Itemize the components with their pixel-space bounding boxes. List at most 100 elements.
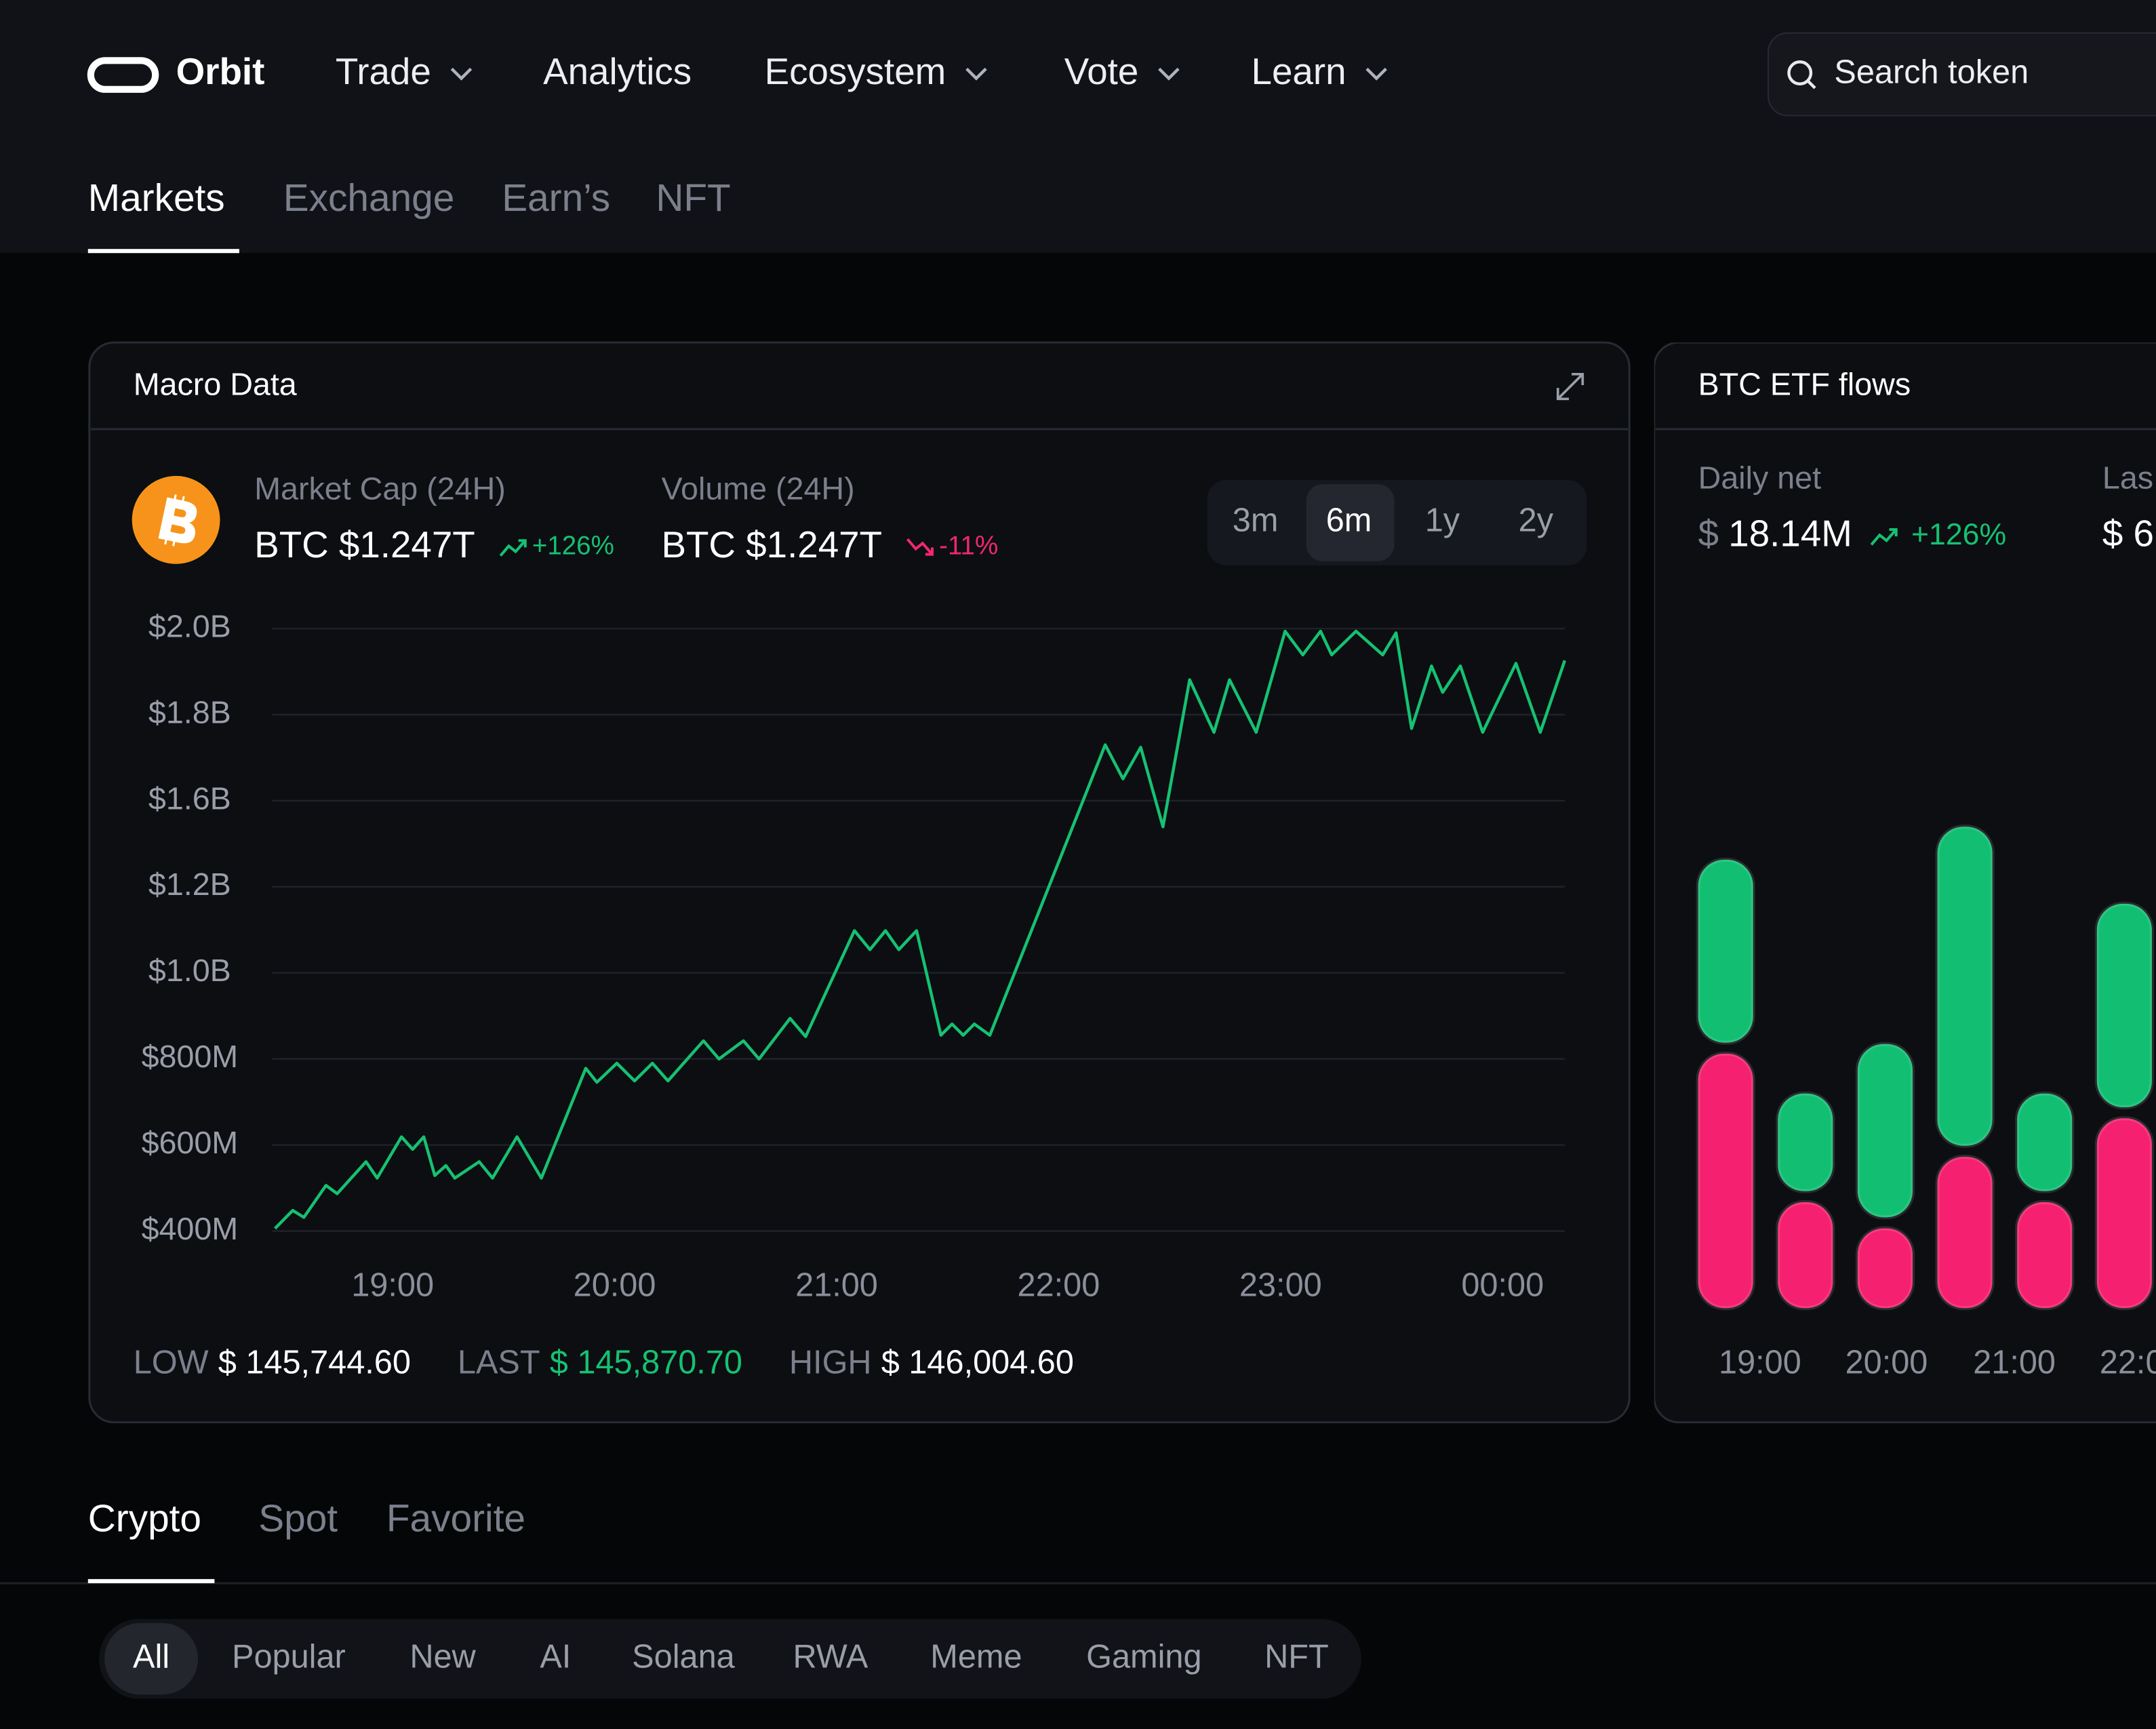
stat-currency: $ <box>1698 513 1719 555</box>
y-tick-label: $1.8B <box>148 694 231 730</box>
range-selector <box>1207 479 1587 565</box>
bar <box>2015 1199 2075 1311</box>
range-option[interactable]: 2y <box>1519 502 1554 539</box>
chevron-icon <box>450 67 473 81</box>
trend-up-icon <box>1870 528 1898 546</box>
filter-chip[interactable]: AI <box>540 1638 571 1675</box>
range-option[interactable]: 6m <box>1326 502 1372 539</box>
line-series <box>274 629 1567 1230</box>
stat-value: 18.14M <box>1728 513 1852 555</box>
bar <box>1776 1199 1835 1311</box>
tab[interactable]: Markets <box>88 177 225 220</box>
x-tick-label: 22:00 <box>2100 1344 2156 1380</box>
x-tick-label: 21:00 <box>1973 1344 2056 1380</box>
x-tick-label: 20:00 <box>1845 1344 1928 1380</box>
filter-chip[interactable]: New <box>410 1638 476 1675</box>
tab-underline <box>87 249 239 254</box>
bar <box>1935 1155 1995 1311</box>
y-tick-label: $800M <box>142 1039 239 1074</box>
card-title: BTC ETF flows <box>1698 366 1911 401</box>
stat-label: Market Cap (24H) <box>254 471 506 506</box>
bar <box>2094 901 2154 1110</box>
x-tick-label: 21:00 <box>795 1267 878 1304</box>
x-tick-label: 19:00 <box>351 1267 434 1304</box>
filter-chip[interactable]: RWA <box>793 1638 869 1675</box>
bar <box>1855 1226 1915 1311</box>
nav-item[interactable]: Analytics <box>543 50 692 92</box>
tab-underline <box>87 1578 215 1583</box>
tab[interactable]: Spot <box>258 1498 338 1541</box>
y-tick-label: $400M <box>142 1211 239 1246</box>
nav-item[interactable]: Vote <box>1064 50 1139 92</box>
trend-up-icon <box>1889 528 1898 537</box>
y-tick-label: $2.0B <box>148 608 231 643</box>
filter-chip[interactable]: Gaming <box>1086 1638 1201 1675</box>
range-option[interactable]: 3m <box>1233 502 1279 539</box>
card-title: Macro Data <box>134 366 297 401</box>
price-low-label: LOW <box>134 1344 209 1380</box>
stat-label: Daily net <box>1698 460 1821 495</box>
tab[interactable]: Crypto <box>88 1498 201 1541</box>
tab[interactable]: Exchange <box>283 177 455 220</box>
stat-change: +126% <box>532 532 614 561</box>
nav-item[interactable]: Learn <box>1252 50 1346 92</box>
logo <box>87 57 159 93</box>
macro-card <box>88 341 1631 1424</box>
nav-item[interactable]: Trade <box>336 50 431 92</box>
filter-chip[interactable]: Solana <box>632 1638 735 1675</box>
filter-bar <box>99 1618 1361 1699</box>
stat-change: +126% <box>1911 518 2006 551</box>
bar <box>1855 1041 1915 1220</box>
stat-value: $ 6 <box>2102 513 2154 555</box>
bar <box>1935 824 1995 1148</box>
bar <box>1776 1091 1835 1193</box>
price-high-label: HIGH <box>789 1344 872 1380</box>
chevron-icon <box>1365 67 1387 81</box>
search-placeholder: Search token <box>1834 54 2029 90</box>
x-tick-label: 00:00 <box>1461 1267 1544 1304</box>
search-icon <box>1807 80 1816 90</box>
expand-icon[interactable] <box>1556 372 1584 401</box>
y-tick-label: $1.0B <box>148 953 231 988</box>
chevron-icon <box>965 67 987 81</box>
filter-chip[interactable]: All <box>133 1638 169 1675</box>
bar <box>1696 1051 1755 1311</box>
price-last: $ 145,870.70 <box>550 1344 742 1380</box>
x-tick-label: 20:00 <box>574 1267 656 1304</box>
tab[interactable]: Earn’s <box>502 177 610 220</box>
x-tick-label: 22:00 <box>1018 1267 1100 1304</box>
trend-up-icon <box>499 539 527 557</box>
stat-value: BTC $1.247T <box>661 523 882 565</box>
nav-item[interactable]: Ecosystem <box>765 50 946 92</box>
bar <box>1696 857 1755 1045</box>
x-tick-label: 19:00 <box>1719 1344 1801 1380</box>
stat-label: Volume (24H) <box>661 471 854 506</box>
trend-up-icon <box>518 539 527 548</box>
chevron-icon <box>1158 67 1180 81</box>
bar <box>2094 1116 2154 1311</box>
range-selected <box>1306 484 1395 561</box>
brand: Orbit <box>176 50 265 92</box>
bar <box>2015 1091 2075 1193</box>
price-last-label: LAST <box>458 1344 540 1380</box>
filter-chip[interactable]: NFT <box>1264 1638 1329 1675</box>
range-option[interactable]: 1y <box>1425 502 1460 539</box>
tab[interactable]: Favorite <box>386 1498 525 1541</box>
y-tick-label: $1.6B <box>148 780 231 816</box>
search-box[interactable] <box>1768 32 2156 117</box>
search-icon <box>1787 60 1813 85</box>
stat-change: -11% <box>939 532 998 561</box>
filter-selected <box>104 1623 199 1695</box>
stat-value: BTC $1.247T <box>254 523 475 565</box>
tab[interactable]: NFT <box>656 177 730 220</box>
price-low: $ 145,744.60 <box>218 1344 411 1380</box>
etf-card-group: 19:00 20:00 21:00 22:00 BTC ETF flows Daily n… <box>1654 342 2156 1424</box>
price-high: $ 146,004.60 <box>881 1344 1074 1380</box>
filter-chip[interactable]: Popular <box>232 1638 346 1675</box>
y-tick-label: $600M <box>142 1125 239 1160</box>
y-tick-label: $1.2B <box>148 867 231 902</box>
stat-label: Las <box>2102 460 2153 495</box>
filter-chip[interactable]: Meme <box>930 1638 1022 1675</box>
